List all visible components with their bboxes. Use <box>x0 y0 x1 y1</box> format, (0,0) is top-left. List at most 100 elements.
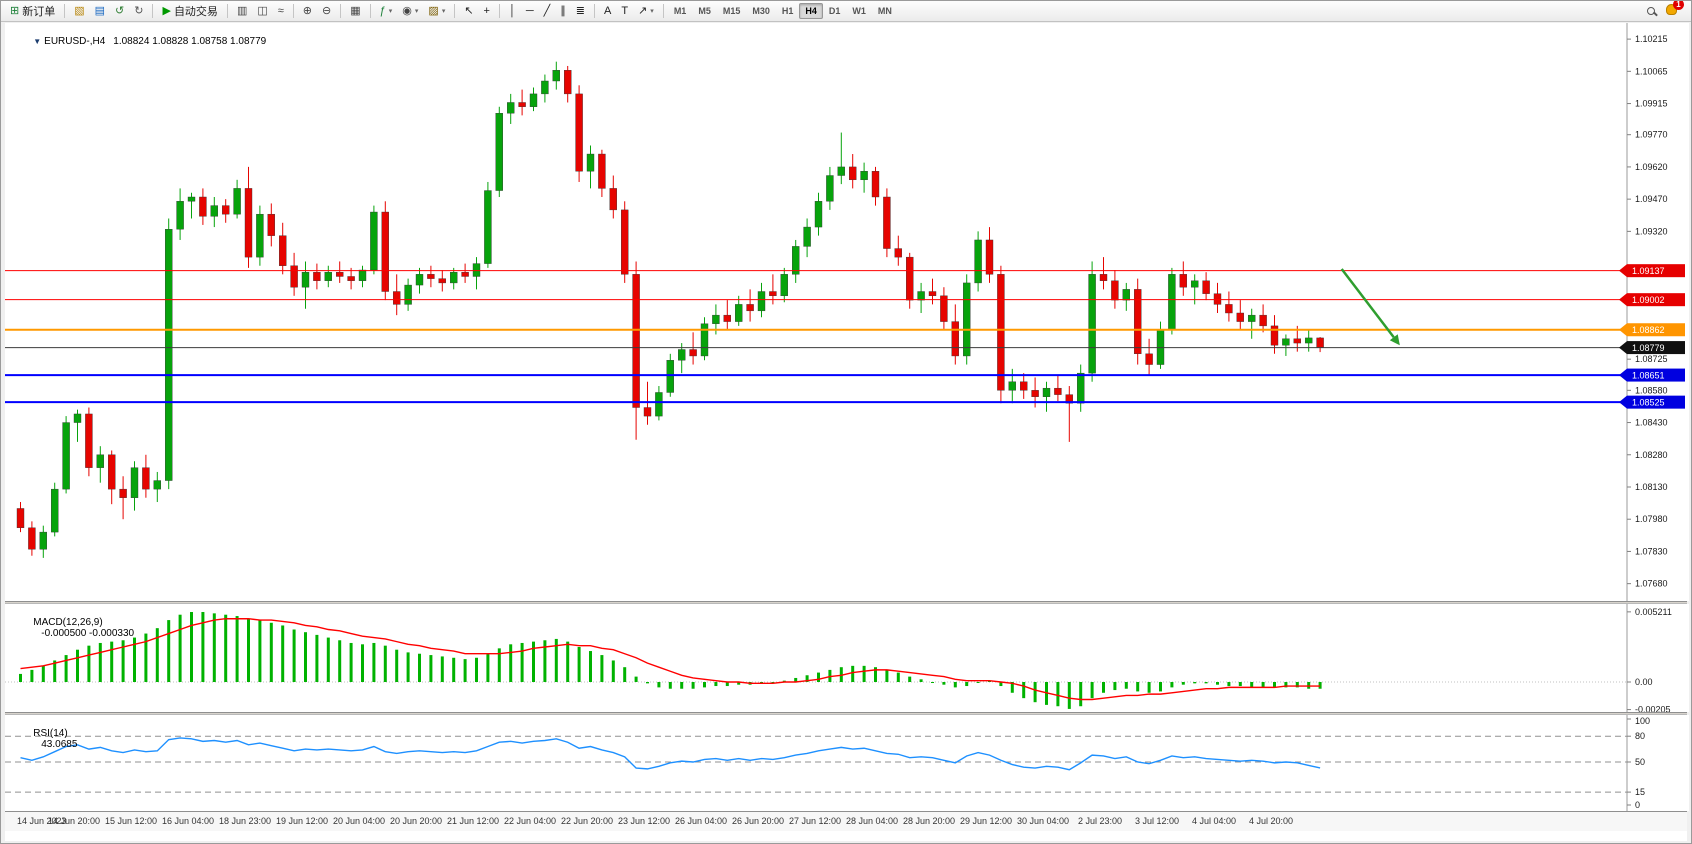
horizontal-line-button[interactable]: ─ <box>521 4 539 19</box>
tile-windows-button[interactable]: ▦ <box>345 4 365 19</box>
profiles-button[interactable]: ▤ <box>90 4 110 19</box>
price-chart-canvas[interactable]: 1.10215 1.10065 1.09915 1.09770 1.09620 1.094… <box>5 23 1689 601</box>
timeframe-mn[interactable]: MN <box>877 6 892 16</box>
bar-chart-button[interactable]: ▥ <box>232 4 252 19</box>
cursor-button[interactable]: ↖ <box>459 4 478 19</box>
rsi-name: RSI(14) <box>33 728 68 739</box>
dropdown-arrow-icon: ▾ <box>441 8 446 15</box>
search-button[interactable] <box>1642 5 1660 17</box>
bar-chart-icon: ▥ <box>236 4 248 17</box>
timeframe-m15[interactable]: M15 <box>722 6 741 16</box>
time-axis-label: 21 Jun 12:00 <box>446 816 500 826</box>
svg-text:1.09915: 1.09915 <box>1635 99 1668 109</box>
fibonacci-button[interactable]: ≣ <box>571 4 590 19</box>
panel-splitter[interactable] <box>5 712 1687 715</box>
timeframe-group: M1 M5 M15 M30 H1 H4 D1 W1 MN <box>668 3 898 19</box>
indicators-button[interactable]: ƒ ▾ <box>375 4 398 19</box>
periods-button[interactable]: ◉ ▾ <box>397 4 423 19</box>
toolbar: ⊞ 新订单 ▧ ▤ ↺ ↻ ▶ 自动交易 ▥ ◫ ≈ ⊕ ⊖ ▦ ƒ ▾ ◉ ▾ ▨ ▾ ↖ + │ ─ ╱ ∥ ≣ A T ↗ ▾ M1 M5… <box>1 1 1691 22</box>
charts-icon: ▧ <box>74 4 85 17</box>
rsi-canvas[interactable]: 100 80 50 15 0 <box>5 715 1689 811</box>
toolbar-separator <box>498 4 500 18</box>
time-axis-label: 23 Jun 12:00 <box>617 816 671 826</box>
timeframe-m1[interactable]: M1 <box>673 6 687 16</box>
zoom-in-button[interactable]: ⊕ <box>298 4 317 19</box>
equidistant-channel-icon: ∥ <box>560 4 566 17</box>
time-axis-label: 20 Jun 04:00 <box>332 816 386 826</box>
timeframe-h1[interactable]: H1 <box>781 6 794 16</box>
time-axis-label: 30 Jun 04:00 <box>1016 816 1070 826</box>
toolbar-group-orders: ⊞ 新订单 <box>5 1 60 21</box>
macd-panel: MACD(12,26,9) -0.000500 -0.000330 0.0052… <box>5 604 1689 712</box>
text-label-button[interactable]: T <box>616 4 633 19</box>
time-axis-label: 18 Jun 23:00 <box>218 816 272 826</box>
indicators-icon: ƒ <box>379 4 386 17</box>
time-axis-label: 14 Jun 20:00 <box>47 816 101 826</box>
line-chart-button[interactable]: ≈ <box>273 4 289 19</box>
timeframe-h4[interactable]: H4 <box>799 3 823 19</box>
candlestick-chart-button[interactable]: ◫ <box>252 4 272 19</box>
time-axis-label: 26 Jun 04:00 <box>674 816 728 826</box>
new-order-label: 新订单 <box>22 6 56 18</box>
rsi-panel: RSI(14) 43.0685 100 80 50 15 0 <box>5 715 1689 811</box>
time-axis-label: 19 Jun 12:00 <box>275 816 329 826</box>
chart-ohlc-header: ▼ EURUSD-,H4 1.08824 1.08828 1.08758 1.087… <box>11 25 266 58</box>
macd-canvas[interactable]: 0.005211 0.00 -0.00205 <box>5 604 1689 712</box>
svg-text:1.08862: 1.08862 <box>1632 325 1665 335</box>
toolbar-group-draw-tools: │ ─ ╱ ∥ ≣ <box>504 4 590 19</box>
templates-icon: ▨ <box>428 4 439 17</box>
arrows-tool-button[interactable]: ↗ ▾ <box>633 4 659 19</box>
trendline-icon: ╱ <box>543 4 551 17</box>
collapse-icon[interactable]: ▼ <box>33 37 42 46</box>
crosshair-button[interactable]: + <box>479 4 495 19</box>
time-axis-label: 22 Jun 20:00 <box>560 816 614 826</box>
time-axis-label: 16 Jun 04:00 <box>161 816 215 826</box>
templates-button[interactable]: ▨ ▾ <box>423 4 450 19</box>
zoom-out-icon: ⊖ <box>322 4 332 17</box>
symbol-label: EURUSD-,H4 <box>44 36 106 47</box>
refresh-button[interactable]: ↺ <box>110 4 129 19</box>
dropdown-arrow-icon: ▾ <box>414 8 419 15</box>
svg-text:1.09770: 1.09770 <box>1635 130 1668 140</box>
time-axis[interactable]: 14 Jun 2023 14 Jun 20:00 15 Jun 12:00 16 Ju… <box>5 811 1687 831</box>
crosshair-icon: + <box>483 4 490 17</box>
svg-text:1.09002: 1.09002 <box>1632 295 1665 305</box>
svg-text:80: 80 <box>1635 731 1645 741</box>
auto-trading-label: 自动交易 <box>173 6 218 18</box>
auto-trading-button[interactable]: ▶ 自动交易 <box>157 1 222 21</box>
new-order-button[interactable]: ⊞ 新订单 <box>5 1 60 21</box>
time-axis-label: 28 Jun 20:00 <box>902 816 956 826</box>
vertical-line-button[interactable]: │ <box>504 4 521 19</box>
svg-text:1.07830: 1.07830 <box>1635 546 1668 556</box>
dropdown-arrow-icon: ▾ <box>388 8 393 15</box>
tile-windows-icon: ▦ <box>350 4 361 17</box>
toolbar-group-zoom: ⊕ ⊖ <box>298 4 336 19</box>
history-center-button[interactable]: ↻ <box>129 4 148 19</box>
toolbar-separator <box>292 4 294 18</box>
time-axis-label: 4 Jul 04:00 <box>1191 816 1237 826</box>
timeframe-m5[interactable]: M5 <box>698 6 711 16</box>
timeframe-w1[interactable]: W1 <box>852 6 866 16</box>
svg-text:1.09137: 1.09137 <box>1632 266 1665 276</box>
time-axis-label: 29 Jun 12:00 <box>959 816 1013 826</box>
notifications-button[interactable]: 1 <box>1666 1 1684 18</box>
candlestick-chart-icon: ◫ <box>257 4 268 17</box>
timeframe-m30[interactable]: M30 <box>752 6 770 16</box>
time-axis-label: 20 Jun 20:00 <box>389 816 443 826</box>
equidistant-channel-button[interactable]: ∥ <box>555 4 571 19</box>
time-axis-label: 22 Jun 04:00 <box>503 816 557 826</box>
periods-icon: ◉ <box>402 4 412 17</box>
panel-splitter[interactable] <box>5 601 1687 604</box>
trendline-button[interactable]: ╱ <box>539 4 556 19</box>
text-button[interactable]: A <box>599 4 616 19</box>
toolbar-separator <box>340 4 342 18</box>
svg-text:50: 50 <box>1635 757 1645 767</box>
toolbar-separator <box>594 4 595 18</box>
toolbar-group-text-tools: A T ↗ ▾ <box>599 4 659 19</box>
zoom-out-button[interactable]: ⊖ <box>317 4 336 19</box>
timeframe-d1[interactable]: D1 <box>828 6 841 16</box>
ohlc-values: 1.08824 1.08828 1.08758 1.08779 <box>113 36 267 47</box>
svg-text:1.08725: 1.08725 <box>1635 354 1668 364</box>
arrows-tool-icon: ↗ <box>638 4 648 17</box>
charts-button[interactable]: ▧ <box>69 4 89 19</box>
